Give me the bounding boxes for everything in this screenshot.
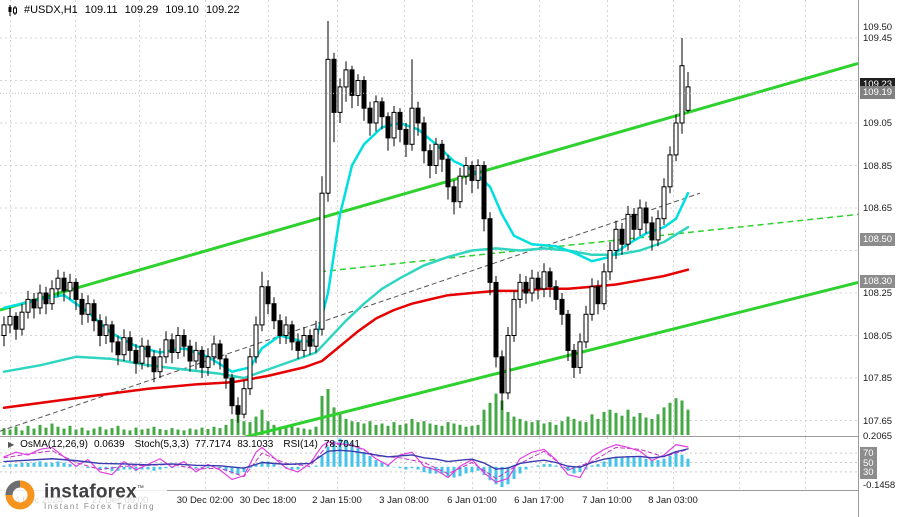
ohlc-low: 109.10 bbox=[165, 4, 199, 16]
upper-channel-line[interactable] bbox=[0, 62, 858, 312]
price-tick-label: 109.05 bbox=[863, 118, 893, 129]
volume-histogram bbox=[2, 389, 690, 435]
indicator-scale-label: 0.2065 bbox=[863, 431, 893, 442]
price-level-box: 109.19 bbox=[860, 86, 896, 100]
time-label: 3 Jan 08:00 bbox=[379, 495, 429, 506]
time-label: 6 Jan 01:00 bbox=[447, 495, 497, 506]
stoch-value-k: 77.7174 bbox=[195, 439, 232, 450]
price-tick-label: 108.25 bbox=[863, 288, 893, 299]
old-trendline-dashed[interactable] bbox=[0, 192, 701, 432]
price-level-box: 108.50 bbox=[860, 232, 896, 246]
price-tick-label: 108.65 bbox=[863, 203, 893, 214]
stoch-label: Stoch(5,3,3) bbox=[134, 439, 190, 450]
ohlc-open: 109.11 bbox=[84, 4, 118, 16]
brand-name: instaforex™ bbox=[44, 481, 145, 503]
ohlc-close: 109.22 bbox=[205, 4, 240, 16]
indicator-panel-canvas[interactable] bbox=[0, 437, 858, 489]
price-tick-label: 109.50 bbox=[863, 22, 893, 34]
price-axis[interactable]: 109.50 109.45 109.05 108.85 108.65 108.25 108.… bbox=[858, 0, 903, 517]
stochastic-lines bbox=[3, 441, 689, 483]
price-level-box: 108.30 bbox=[860, 275, 896, 289]
time-label: 30 Dec 18:00 bbox=[239, 495, 297, 506]
candles-layer bbox=[1, 21, 691, 423]
trendlines-layer[interactable] bbox=[0, 62, 858, 438]
time-label: 2 Jan 15:00 bbox=[312, 495, 362, 506]
price-tick-label: 107.65 bbox=[863, 415, 893, 427]
time-label: 6 Jan 17:00 bbox=[514, 495, 564, 506]
mid-channel-dashed-line[interactable] bbox=[319, 213, 858, 273]
price-chart-canvas[interactable] bbox=[0, 0, 858, 437]
instaforex-logo-icon bbox=[5, 480, 35, 510]
time-label: 7 Jan 10:00 bbox=[582, 495, 632, 506]
price-tick-label: 107.85 bbox=[863, 373, 893, 384]
collapse-icon[interactable]: ▶ bbox=[8, 440, 15, 449]
rsi-label: RSI(14) bbox=[283, 439, 318, 450]
price-tick-label: 108.05 bbox=[863, 330, 893, 342]
ohlc-high: 109.29 bbox=[124, 4, 159, 16]
osma-value: 0.0639 bbox=[93, 439, 125, 450]
indicator-level-box: 70 bbox=[860, 447, 877, 460]
time-label: 8 Jan 03:00 bbox=[648, 495, 698, 506]
grid-layer bbox=[0, 0, 858, 437]
indicator-level-box: 30 bbox=[860, 466, 877, 479]
rsi-line bbox=[3, 448, 689, 470]
lower-channel-line[interactable] bbox=[100, 280, 858, 437]
time-label: 30 Dec 02:00 bbox=[176, 495, 234, 506]
chart-title-bar: #USDX,H1 109.11 109.29 109.10 109.22 bbox=[8, 4, 240, 16]
candlestick-icon bbox=[8, 4, 17, 16]
price-tick-label: 108.85 bbox=[863, 160, 893, 172]
stoch-value-d: 83.1033 bbox=[237, 439, 274, 450]
rsi-value: 78.7041 bbox=[323, 439, 360, 450]
trademark-symbol: ™ bbox=[136, 485, 145, 492]
panel-separator[interactable] bbox=[0, 436, 903, 437]
symbol-timeframe: #USDX,H1 bbox=[24, 4, 78, 16]
price-tick-label: 109.45 bbox=[863, 33, 893, 44]
instaforex-watermark: instaforex™ Instant Forex Trading bbox=[0, 477, 168, 515]
osma-label: OsMA(12,26,9) bbox=[20, 439, 88, 450]
indicator-labels: ▶ OsMA(12,26,9) 0.0639 Stoch(5,3,3) 77.7… bbox=[8, 439, 360, 450]
brand-tagline: Instant Forex Trading bbox=[44, 502, 156, 512]
indicator-scale-label: -0.1458 bbox=[863, 480, 896, 491]
